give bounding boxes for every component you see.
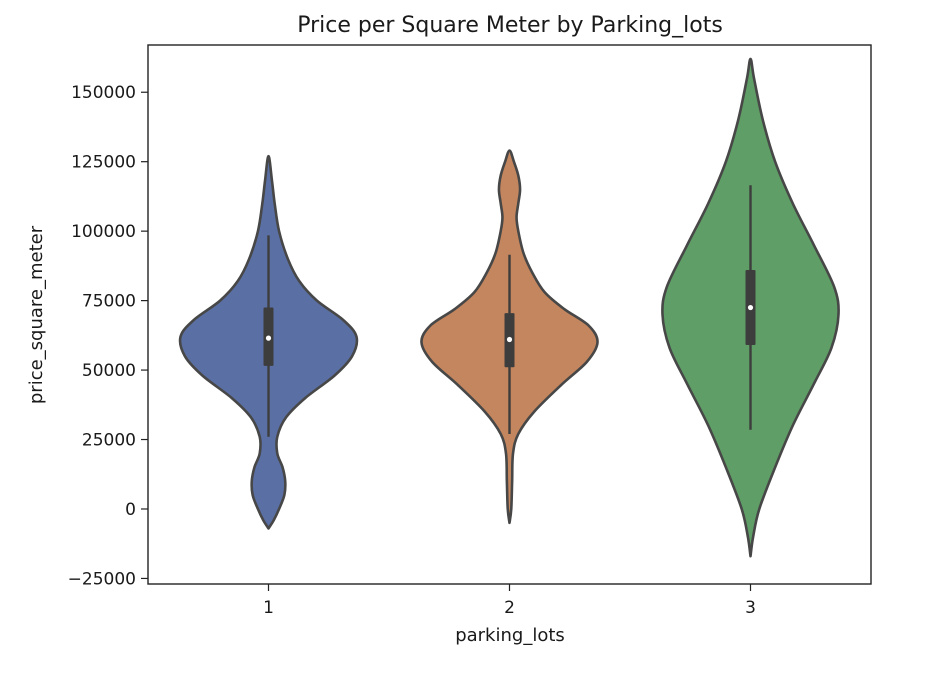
violin-median <box>265 335 272 341</box>
y-tick-label: 100000 <box>71 222 136 242</box>
violin-1 <box>178 154 359 530</box>
x-tick-label: 3 <box>745 598 756 618</box>
violin-2 <box>420 149 599 525</box>
y-tick-label: 125000 <box>71 153 136 173</box>
y-tick-label: −25000 <box>68 569 136 589</box>
y-axis: −25000 0 25000 50000 75000 100000 125000 150000 <box>68 83 148 589</box>
y-tick-label: 150000 <box>71 83 136 103</box>
y-tick-label: 50000 <box>82 361 136 381</box>
x-tick-label: 1 <box>263 598 274 618</box>
plot-frame <box>147 44 872 585</box>
y-axis-label: price_square_meter <box>26 225 47 404</box>
violin-median <box>506 336 513 343</box>
x-tick-label: 2 <box>504 598 515 618</box>
y-tick-label: 25000 <box>82 431 136 451</box>
violin-median <box>747 304 754 311</box>
y-tick-label: 0 <box>125 500 136 520</box>
violins-layer <box>178 57 840 558</box>
x-axis-label: parking_lots <box>455 625 565 646</box>
y-tick-label: 75000 <box>82 292 136 312</box>
chart-title: Price per Square Meter by Parking_lots <box>297 13 723 38</box>
x-axis: 1 2 3 <box>263 584 756 618</box>
violin-3 <box>661 57 840 558</box>
